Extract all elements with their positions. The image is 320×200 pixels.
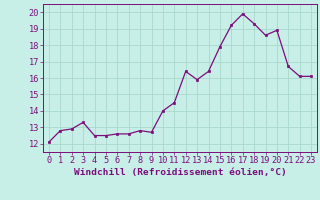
X-axis label: Windchill (Refroidissement éolien,°C): Windchill (Refroidissement éolien,°C) <box>74 168 286 177</box>
